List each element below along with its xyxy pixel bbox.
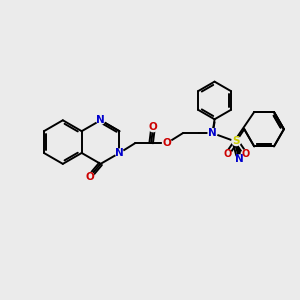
Text: N: N: [115, 148, 124, 158]
Text: O: O: [149, 122, 158, 132]
Circle shape: [236, 155, 243, 163]
Text: O: O: [241, 149, 249, 159]
Circle shape: [241, 150, 249, 158]
Circle shape: [163, 139, 172, 148]
Circle shape: [97, 116, 104, 124]
Text: N: N: [96, 115, 105, 125]
Circle shape: [149, 123, 158, 132]
Text: O: O: [85, 172, 94, 182]
Text: N: N: [235, 154, 244, 164]
Text: O: O: [223, 149, 232, 159]
Circle shape: [85, 172, 94, 181]
Circle shape: [232, 136, 241, 146]
Text: O: O: [163, 138, 171, 148]
Circle shape: [224, 150, 231, 158]
Text: S: S: [232, 136, 240, 146]
Text: N: N: [208, 128, 217, 138]
Circle shape: [208, 129, 217, 138]
Circle shape: [116, 149, 123, 157]
